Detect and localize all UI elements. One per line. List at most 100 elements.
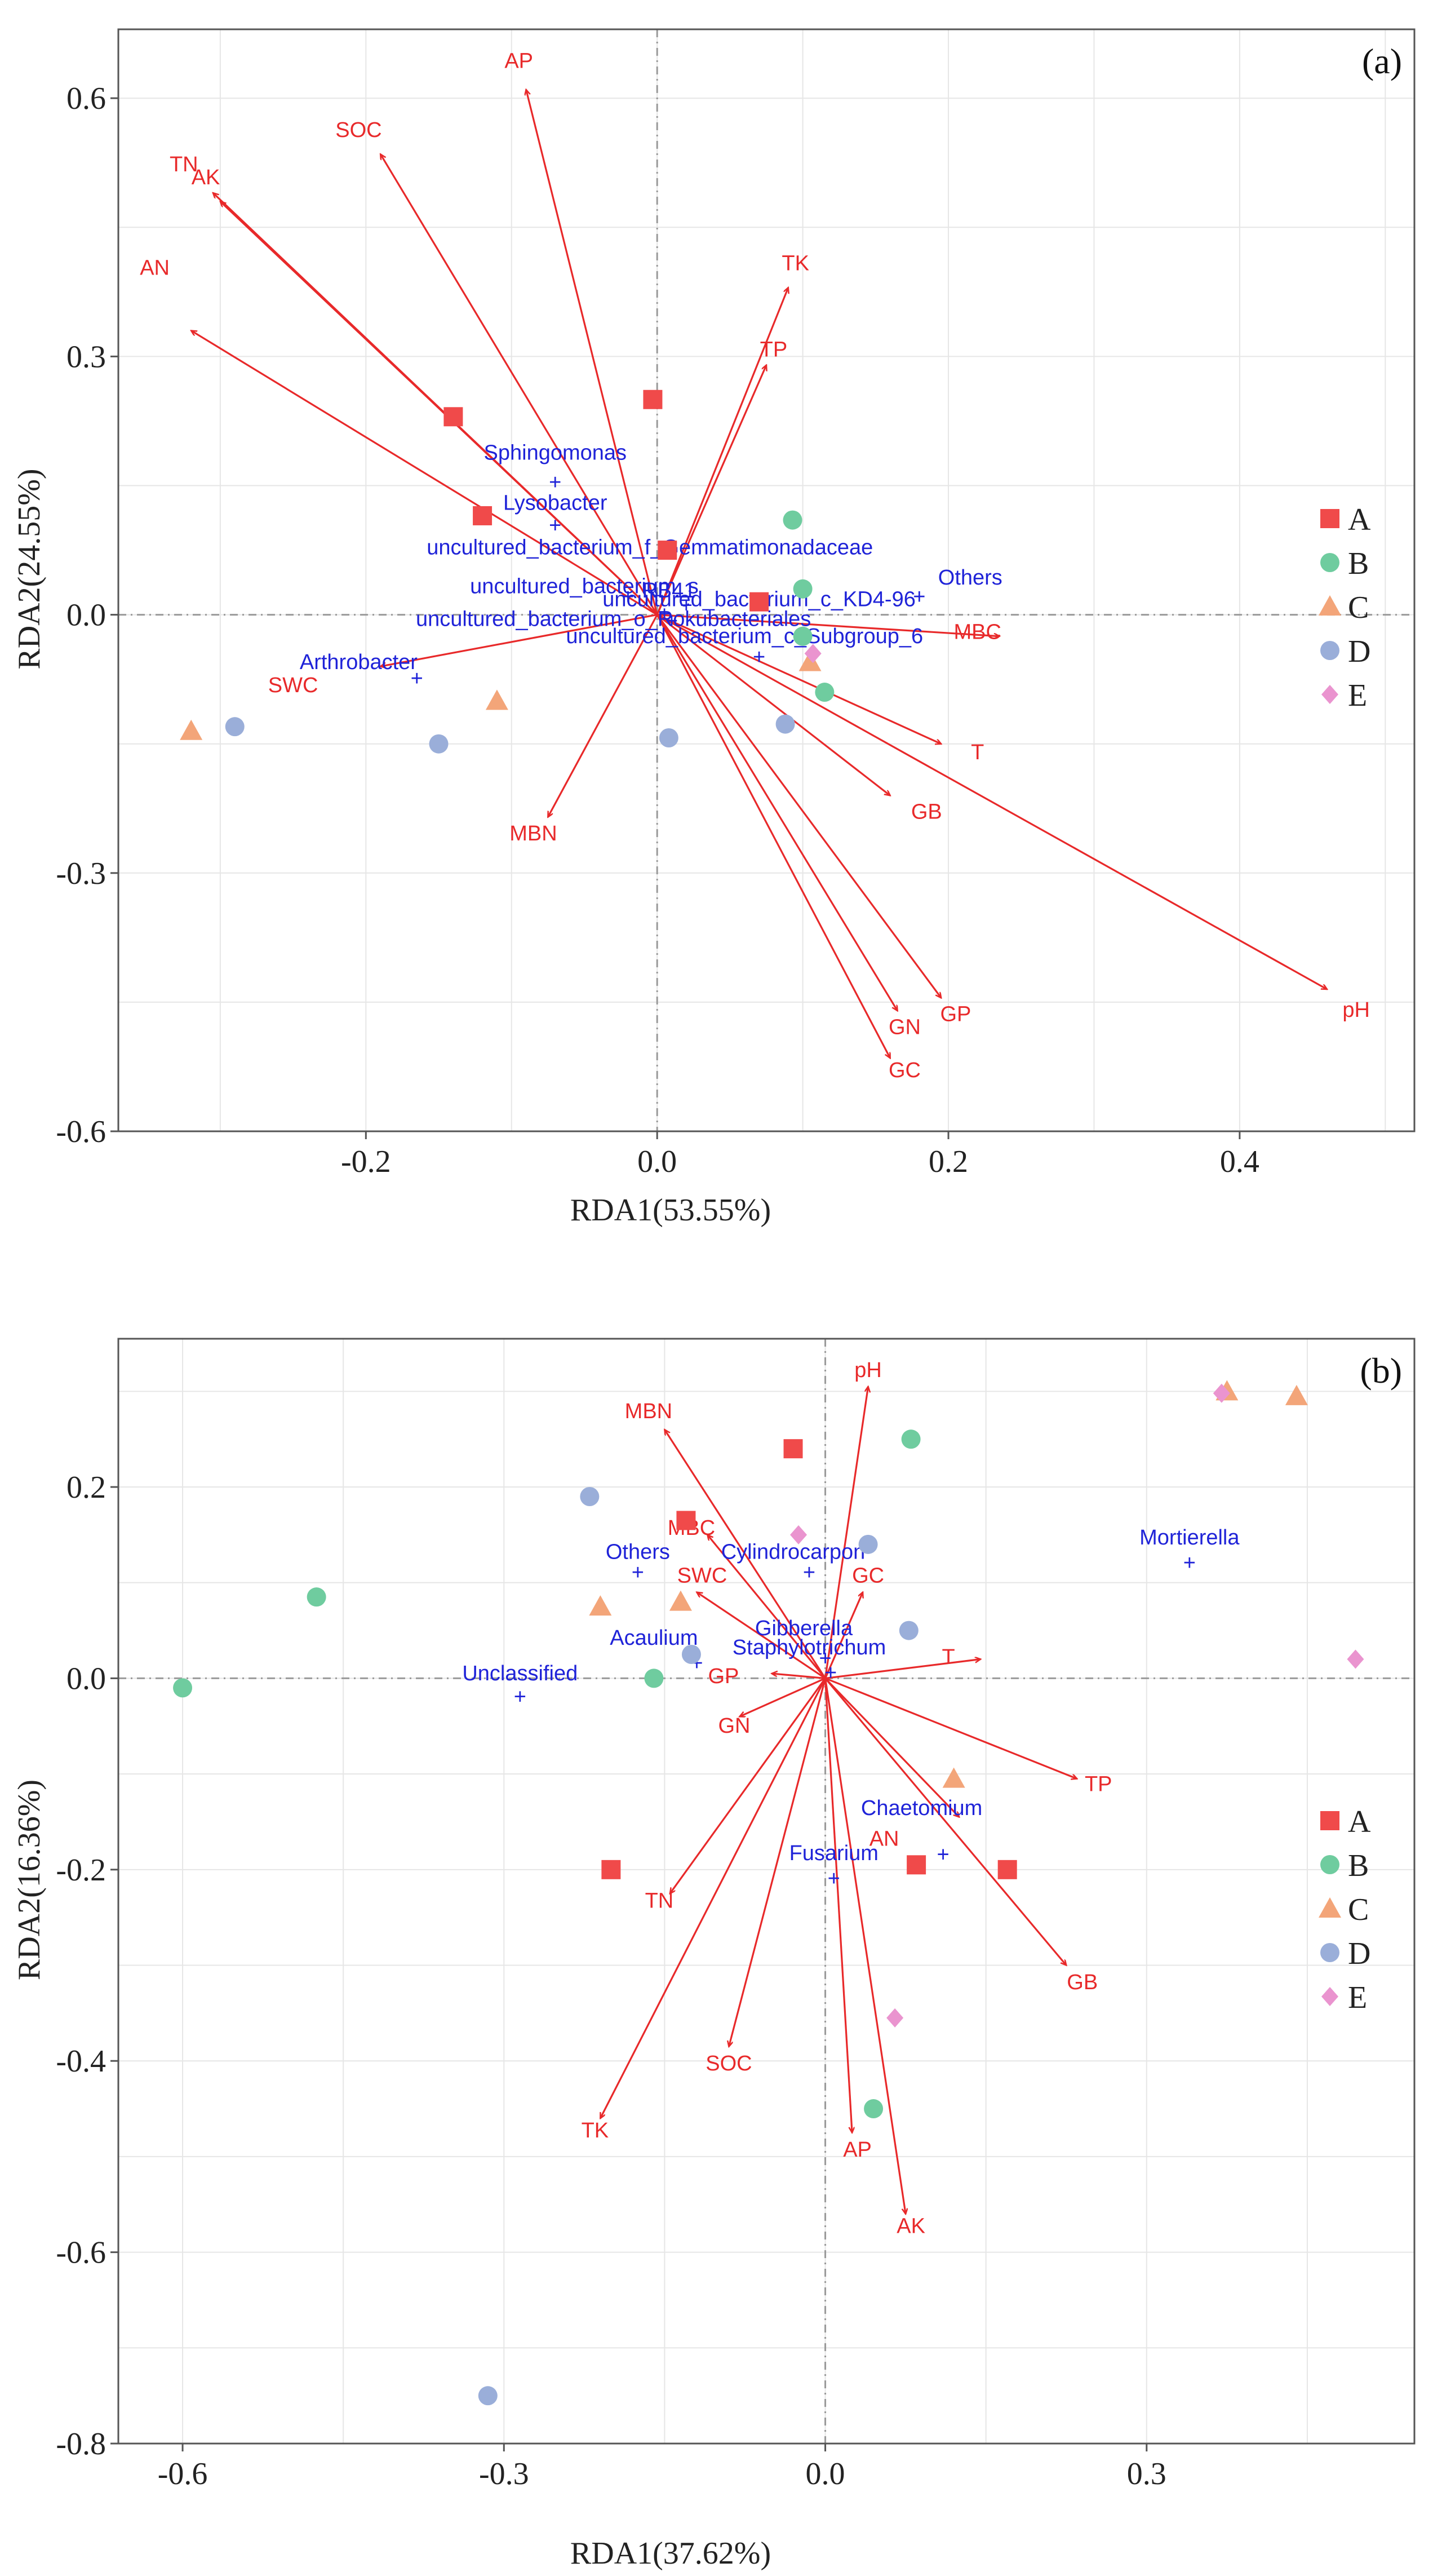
panel-b-taxon-label: Gibberella <box>755 1617 853 1640</box>
panel-b-x-tick-label: 0.3 <box>1127 2457 1166 2491</box>
panel-a-taxon-label: Lysobacter <box>503 491 607 515</box>
panel-b-sample-e <box>1347 1649 1364 1669</box>
panel-a-vector-t <box>656 614 941 744</box>
panel-b-vector-label-ap: AP <box>843 2138 872 2162</box>
panel-b-sample-b <box>307 1587 326 1607</box>
panel-a-sample-b <box>815 683 835 702</box>
panel-a-sample-a <box>643 390 663 409</box>
panel-a-vector-label-ak: AK <box>192 166 220 189</box>
panel-b-vector-t <box>825 1659 981 1680</box>
panel-a-vector-label-tp: TP <box>760 338 788 361</box>
panel-b-sample-c <box>669 1590 692 1611</box>
panel-b-frame <box>117 1338 1416 2445</box>
panel-b-sample-a <box>601 1860 621 1879</box>
panel-b-vector-mbn <box>664 1429 826 1679</box>
legend-key-e <box>1321 1987 1338 2006</box>
panel-b-vector-label-ph: pH <box>854 1358 882 1382</box>
panel-a-y-ticks: -0.6 -0.3 0.0 0.3 0.6 <box>56 81 118 1149</box>
panel-a-frame <box>117 28 1416 1132</box>
panel-b-taxon-marker: + <box>514 1685 526 1709</box>
panel-a-vector-tp <box>656 365 766 616</box>
panel-b-sample-d <box>580 1487 600 1506</box>
panel-b-vector-label-gn: GN <box>718 1714 750 1738</box>
panel-b-sample-d <box>681 1645 701 1664</box>
panel-a-x-tick-label: 0.2 <box>929 1144 968 1179</box>
panel-b-grid <box>118 1339 1414 2444</box>
panel-a-vector-label-swc: SWC <box>268 674 318 697</box>
panel-a-taxon-marker: + <box>549 514 561 537</box>
panel-b-taxon-marker: + <box>819 1646 831 1670</box>
panel-b-sample-a <box>997 1860 1017 1879</box>
panel-b-y-axis-title: RDA2(16.36%) <box>12 1780 47 1980</box>
panel-b-vector-label-mbn: MBN <box>625 1400 672 1423</box>
panel-b-vector-label-gc: GC <box>852 1564 884 1588</box>
panel-a-y-axis-title: RDA2(24.55%) <box>12 468 47 669</box>
panel-b-sample-e <box>886 2008 904 2028</box>
panel-b-taxon-marker: + <box>937 1843 950 1866</box>
legend-label-e: E <box>1348 1980 1367 2015</box>
panel-b-taxon-label: Mortierella <box>1139 1526 1240 1550</box>
panel-a-taxon-marker: + <box>549 471 561 494</box>
legend-label-d: D <box>1348 1936 1370 1971</box>
panel-b-vector-ph <box>824 1387 868 1679</box>
panel-b-env-vectors: pHMBNMBCSWCGCTGPGNTPANGBTNSOCTKAPAK <box>582 1358 1112 2238</box>
panel-b-vector-label-gb: GB <box>1067 1971 1098 1994</box>
legend-label-e: E <box>1348 678 1367 713</box>
panel-b-y-tick-label: 0.2 <box>66 1470 106 1505</box>
panel-b-sample-e <box>790 1525 808 1544</box>
panel-a-taxon-label: Others <box>938 566 1002 590</box>
panel-b-taxon-label: Fusarium <box>789 1842 879 1865</box>
panel-a-grid <box>118 29 1414 1132</box>
panel-a-vector-gc <box>656 614 891 1059</box>
panel-b-vector-label-swc: SWC <box>677 1564 727 1588</box>
panel-a-y-tick-label: 0.6 <box>66 81 106 116</box>
panel-a-vector-label-mbn: MBN <box>509 822 557 846</box>
panel-a-taxon-marker: + <box>680 594 693 617</box>
panel-a-sample-d <box>659 728 678 748</box>
legend-key-a <box>1320 509 1339 528</box>
panel-a-taxon-marker: + <box>666 609 678 633</box>
legend-key-d <box>1320 1943 1339 1962</box>
panel-a-y-tick-label: 0.3 <box>66 339 106 374</box>
panel-b-sample-a <box>783 1439 803 1459</box>
panel-a-vector-mbn <box>547 614 658 817</box>
panel-b-y-tick-label: 0.0 <box>66 1661 106 1696</box>
panel-a-taxon-marker: + <box>622 585 634 609</box>
panel-b-sample-b <box>644 1668 664 1688</box>
panel-a-taxa: +Sphingomonas+Lysobacter+uncultured_bact… <box>300 441 1002 691</box>
panel-b-y-tick-label: -0.8 <box>56 2427 106 2462</box>
panel-a-reference-lines <box>118 29 1414 1131</box>
panel-b-y-tick-label: -0.6 <box>56 2236 106 2270</box>
panel-b-x-tick-label: -0.3 <box>479 2457 529 2491</box>
panel-a-x-tick-label: -0.2 <box>341 1144 391 1179</box>
panel-a-vector-label-gn: GN <box>889 1015 921 1039</box>
panel-a-vector-swc <box>380 614 658 667</box>
panel-b-sample-d <box>478 2386 498 2406</box>
panel-b-taxon-marker: + <box>824 1661 837 1685</box>
legend-label-c: C <box>1348 1892 1369 1927</box>
legend-label-a: A <box>1348 1804 1371 1839</box>
panel-b-rda-plot: pHMBNMBCSWCGCTGPGNTPANGBTNSOCTKAPAK +Mor… <box>12 1338 1416 2571</box>
legend-label-b: B <box>1348 546 1369 581</box>
panel-a-taxon-label: uncultured_bacterium_c_Subgroup_6 <box>566 625 923 648</box>
panel-a-taxon-marker: + <box>658 603 671 626</box>
panel-a-sample-b <box>783 510 802 530</box>
panel-a-tag: (a) <box>1362 41 1402 81</box>
panel-b-vector-swc <box>696 1592 826 1679</box>
panel-a-vector-label-mbc: MBC <box>953 620 1001 644</box>
panel-b-taxa: +Mortierella+Others+Cylindrocarpon+Gibbe… <box>462 1526 1240 1891</box>
panel-a-vector-label-t: T <box>971 741 984 764</box>
panel-b-vector-label-tn: TN <box>645 1889 674 1913</box>
legend-key-c <box>1319 1897 1341 1918</box>
panel-b-sample-b <box>173 1678 193 1698</box>
panel-b-x-axis-title: RDA1(37.62%) <box>570 2536 771 2571</box>
panel-a-sample-c <box>798 650 822 671</box>
panel-a-y-tick-label: -0.6 <box>56 1114 106 1149</box>
legend-key-d <box>1320 641 1339 660</box>
panel-b-taxon-label: Acaulium <box>610 1626 698 1650</box>
panel-b-taxon-marker: + <box>1183 1551 1196 1575</box>
panel-a-vector-label-ph: pH <box>1342 998 1370 1022</box>
legend-label-b: B <box>1348 1848 1369 1883</box>
panel-a-taxon-label: uncultured_bacterium_o_Rokubacteriales <box>416 607 811 631</box>
